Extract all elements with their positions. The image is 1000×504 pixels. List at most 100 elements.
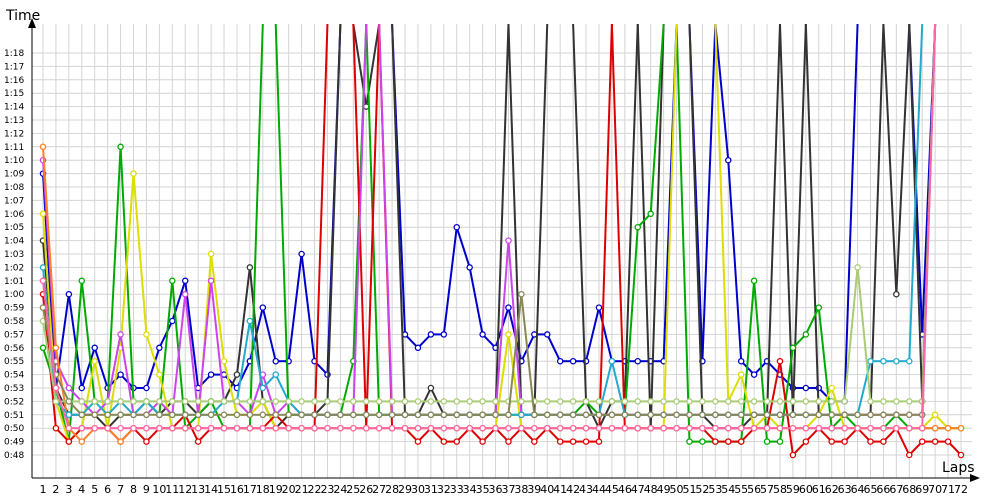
y-tick-label: 1:13 <box>4 116 24 126</box>
x-tick-label: 2 <box>52 483 59 496</box>
data-point <box>298 424 305 432</box>
data-point <box>414 344 422 352</box>
series-segment <box>42 280 57 389</box>
data-point <box>686 438 693 445</box>
data-point <box>815 304 823 311</box>
data-point <box>401 424 409 432</box>
series-segment <box>248 320 264 389</box>
data-point <box>906 411 913 419</box>
data-point <box>440 411 448 419</box>
x-tick-label: 25 <box>346 483 360 496</box>
data-point <box>453 411 460 419</box>
data-point <box>78 438 86 445</box>
data-point <box>763 424 771 432</box>
series-segment <box>339 360 355 416</box>
data-point <box>259 384 267 392</box>
data-point <box>699 411 706 419</box>
series-segment <box>610 360 626 416</box>
series-segment <box>67 294 83 389</box>
x-tick-label: 3 <box>65 483 72 496</box>
data-point <box>207 411 215 419</box>
data-point <box>699 438 706 445</box>
series-segment <box>714 23 730 402</box>
data-point <box>867 424 874 432</box>
data-point <box>569 424 577 432</box>
series-segment <box>623 227 639 415</box>
series-segment <box>326 23 342 402</box>
y-tick-label: 1:02 <box>4 263 24 273</box>
data-point <box>440 438 448 445</box>
x-tick-label: 24 <box>333 483 347 496</box>
data-point <box>220 357 228 365</box>
x-tick-label: 1 <box>40 483 47 496</box>
x-tick-label: 56 <box>747 483 761 496</box>
series-segment <box>313 23 329 429</box>
y-tick-label: 1:03 <box>4 250 24 260</box>
data-point <box>737 411 745 419</box>
y-tick-label: 1:14 <box>4 103 24 113</box>
data-point <box>647 411 654 419</box>
x-tick-label: 53 <box>708 483 722 496</box>
data-point <box>699 398 706 405</box>
data-point <box>272 411 279 419</box>
data-point <box>686 398 693 405</box>
series-segment <box>597 360 613 416</box>
data-point <box>143 384 150 392</box>
data-point <box>802 331 810 338</box>
data-point <box>531 424 538 432</box>
data-point <box>104 424 111 432</box>
series-segment <box>507 23 523 415</box>
data-point <box>324 424 331 432</box>
x-tick-label: 15 <box>217 483 231 496</box>
data-point <box>880 357 887 365</box>
data-point <box>505 424 512 432</box>
data-point <box>931 424 939 432</box>
data-point <box>194 398 202 405</box>
y-tick-label: 0:51 <box>4 411 24 421</box>
series-segment <box>274 374 290 402</box>
y-tick-label: 1:12 <box>4 129 24 139</box>
series-segment <box>80 280 96 402</box>
data-point <box>750 371 758 378</box>
data-point <box>828 424 835 432</box>
data-point <box>414 411 422 419</box>
data-point <box>169 411 176 419</box>
tick-labels: 1 2 3 4 5 6 7 8 9 1011121314151617181920212223242… <box>4 49 968 496</box>
y-tick-label: 0:57 <box>4 330 24 340</box>
y-tick-label: 1:10 <box>4 156 24 166</box>
data-point <box>531 438 538 445</box>
series-segment <box>921 23 937 429</box>
series-segment <box>662 23 678 429</box>
data-point <box>272 398 279 405</box>
x-tick-label: 27 <box>372 483 386 496</box>
data-point <box>117 331 124 338</box>
series-segment <box>184 294 200 415</box>
data-point <box>957 451 965 459</box>
data-point <box>259 398 267 405</box>
series-segment <box>572 23 588 402</box>
series-segment <box>42 146 57 348</box>
series-segment <box>235 320 251 402</box>
series-segment <box>675 23 691 442</box>
x-tick-label: 55 <box>734 483 748 496</box>
data-point <box>699 424 706 432</box>
y-tick-label: 0:48 <box>4 451 24 461</box>
series-segment <box>585 307 600 362</box>
series-segment <box>507 240 523 415</box>
data-point <box>427 398 435 405</box>
x-tick-label: 9 <box>143 483 150 496</box>
data-point <box>156 398 163 405</box>
series-segment <box>701 23 717 362</box>
data-point <box>130 170 137 177</box>
data-point <box>712 411 719 419</box>
x-tick-label: 29 <box>398 483 412 496</box>
series-segment <box>817 307 833 429</box>
series-segment <box>352 23 368 415</box>
data-point <box>440 331 448 338</box>
series-segment <box>210 280 226 402</box>
data-point <box>880 424 887 432</box>
data-point <box>466 398 473 405</box>
data-point <box>893 398 900 405</box>
data-point <box>906 424 913 432</box>
